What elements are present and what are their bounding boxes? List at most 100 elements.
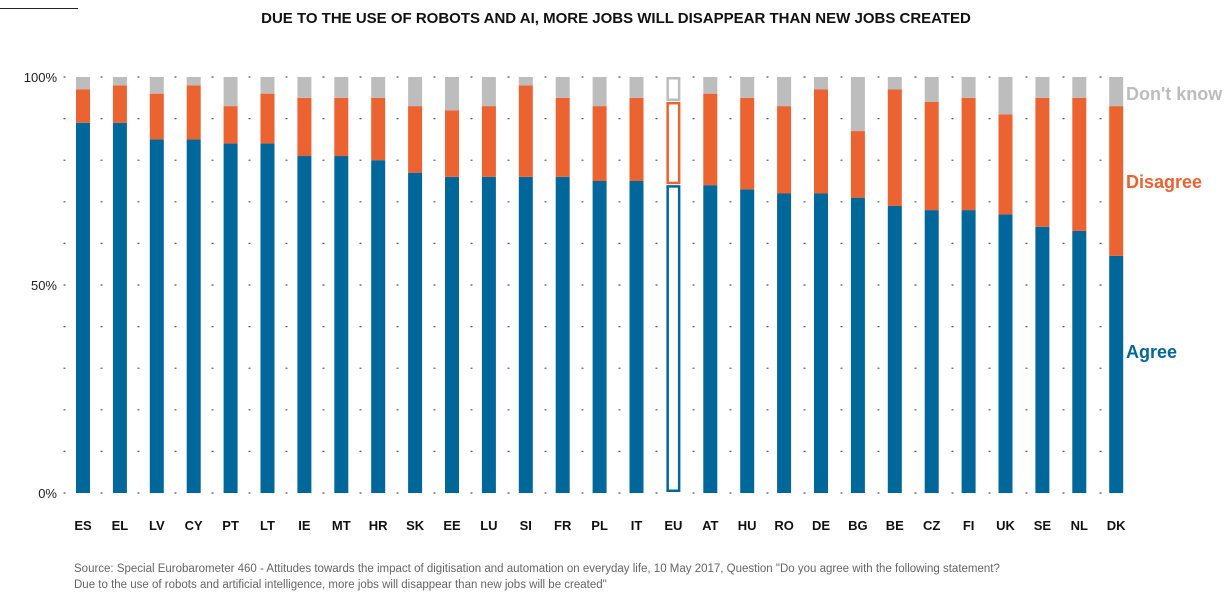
x-axis-labels: ES EL LV CY PT LT IE MT HR SK EE LU SI FR PL IT EU AT HU RO… — [74, 518, 1126, 533]
bar-disagree-it — [629, 97, 644, 181]
bar-disagree-lu — [481, 106, 496, 177]
x-tick-label: CZ — [923, 518, 940, 533]
bar-agree-fr — [555, 176, 570, 493]
x-tick-label: AT — [702, 518, 718, 533]
bar-dont-know-si — [518, 77, 533, 86]
bar-dont-know-lu — [481, 77, 496, 107]
bar-disagree-ro — [777, 106, 792, 194]
bar-agree-ee — [445, 176, 459, 493]
bar-agree-mt — [334, 156, 349, 494]
bar-disagree-fr — [555, 97, 570, 177]
x-tick-label: SI — [520, 518, 532, 533]
bar-dont-know-ro — [777, 77, 792, 107]
bar-agree-pl — [592, 181, 607, 493]
bar-dont-know-de — [814, 77, 828, 90]
x-tick-label: LV — [149, 518, 165, 533]
bar-dont-know-nl — [1072, 77, 1087, 98]
x-tick-label: RO — [774, 518, 794, 533]
bar-disagree-hr — [371, 97, 386, 161]
bar-agree-lv — [149, 139, 164, 493]
x-tick-label: MT — [332, 518, 351, 533]
x-tick-label: PL — [591, 518, 608, 533]
bar-agree-eu — [666, 185, 681, 492]
x-tick-label: CY — [185, 518, 203, 533]
bar-dont-know-uk — [998, 77, 1013, 115]
bar-dont-know-mt — [334, 77, 349, 98]
bar-disagree-ie — [297, 97, 312, 157]
x-tick-label: LU — [480, 518, 497, 533]
bar-disagree-nl — [1072, 97, 1087, 231]
bar-disagree-ee — [445, 110, 459, 177]
bar-agree-at — [703, 185, 718, 493]
bar-dont-know-at — [703, 77, 718, 94]
bar-disagree-se — [1035, 97, 1050, 227]
y-tick-label: 0% — [38, 486, 57, 501]
bar-agree-lu — [481, 176, 496, 493]
source-note: Source: Special Eurobarometer 460 - Atti… — [74, 561, 1000, 593]
bar-disagree-bg — [850, 131, 865, 198]
source-line-2: Due to the use of robots and artificial … — [74, 579, 607, 591]
x-tick-label: PT — [222, 518, 239, 533]
x-tick-label: SK — [406, 518, 425, 533]
bar-disagree-uk — [998, 114, 1013, 215]
bar-agree-uk — [998, 214, 1013, 493]
bar-agree-hr — [371, 160, 386, 493]
bar-dont-know-el — [112, 77, 127, 86]
chart-title: DUE TO THE USE OF ROBOTS AND AI, MORE JO… — [261, 10, 971, 27]
bar-agree-hu — [740, 189, 755, 493]
bars — [76, 77, 1124, 494]
x-tick-label: BE — [886, 518, 904, 533]
bar-agree-es — [76, 122, 90, 493]
bar-dont-know-cz — [924, 77, 939, 102]
bar-disagree-dk — [1109, 106, 1124, 256]
bar-disagree-si — [518, 85, 533, 177]
top-rule — [0, 8, 78, 9]
legend-agree: Agree — [1126, 342, 1177, 362]
bar-agree-si — [518, 176, 533, 493]
bar-agree-ie — [297, 156, 312, 494]
bar-dont-know-lt — [260, 77, 275, 94]
bar-dont-know-ee — [445, 77, 459, 111]
x-tick-label: HU — [738, 518, 757, 533]
bar-dont-know-sk — [408, 77, 423, 107]
x-tick-label: DK — [1107, 518, 1126, 533]
bar-dont-know-be — [887, 77, 902, 90]
bar-disagree-el — [112, 85, 127, 123]
bar-dont-know-ie — [297, 77, 312, 98]
x-tick-label: ES — [74, 518, 92, 533]
bar-disagree-mt — [334, 97, 349, 157]
bar-agree-se — [1035, 226, 1050, 493]
bar-agree-bg — [850, 197, 865, 493]
x-tick-label: FI — [963, 518, 975, 533]
x-tick-label: UK — [996, 518, 1015, 533]
bar-disagree-pl — [592, 106, 607, 181]
bar-agree-de — [814, 193, 828, 494]
stacked-bar-chart: 0% 50% 100% ES EL LV CY PT LT IE MT HR SK EE LU SI FR PL… — [24, 70, 1224, 533]
x-tick-label: EU — [664, 518, 682, 533]
bar-dont-know-se — [1035, 77, 1050, 98]
bar-disagree-fi — [961, 97, 976, 211]
bar-agree-lt — [260, 143, 275, 493]
bar-disagree-sk — [408, 106, 423, 173]
bar-agree-fi — [961, 210, 976, 493]
bar-agree-dk — [1109, 255, 1124, 493]
bar-disagree-at — [703, 93, 718, 186]
x-tick-label: BG — [848, 518, 868, 533]
bar-disagree-eu — [666, 101, 681, 185]
bar-dont-know-lv — [149, 77, 164, 94]
x-tick-label: NL — [1071, 518, 1088, 533]
y-tick-label: 50% — [31, 278, 57, 293]
bar-dont-know-fr — [555, 77, 570, 98]
bar-dont-know-it — [629, 77, 644, 98]
bar-agree-sk — [408, 172, 423, 493]
x-tick-label: FR — [554, 518, 572, 533]
x-tick-label: SE — [1034, 518, 1052, 533]
bar-agree-nl — [1072, 230, 1087, 494]
bar-agree-ro — [777, 193, 792, 494]
legend-disagree: Disagree — [1126, 172, 1202, 192]
bar-disagree-cz — [924, 101, 939, 211]
bar-agree-cz — [924, 210, 939, 493]
bar-agree-el — [112, 122, 127, 493]
x-tick-label: LT — [260, 518, 275, 533]
source-line-1: Source: Special Eurobarometer 460 - Atti… — [74, 563, 1000, 575]
